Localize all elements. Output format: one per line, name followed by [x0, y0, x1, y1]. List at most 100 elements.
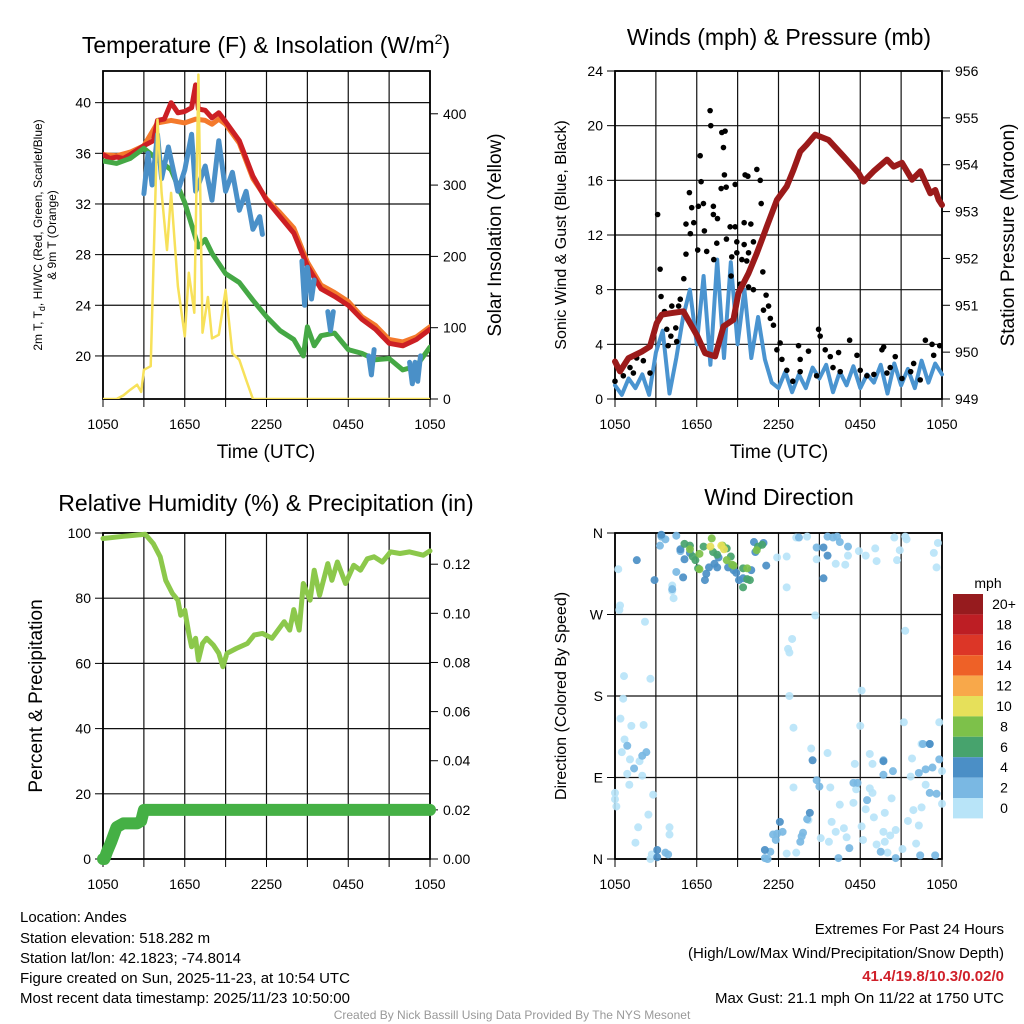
humidity-panel-title: Relative Humidity (%) & Precipitation (i… — [58, 490, 473, 516]
gust-point — [864, 372, 870, 379]
x-tick-label: 1050 — [87, 416, 118, 432]
gust-point — [701, 228, 708, 234]
wind-direction-point — [762, 561, 771, 570]
wind-direction-point — [695, 565, 704, 574]
credit-text: Created By Nick Bassill Using Data Provi… — [334, 1008, 691, 1022]
temperature-panel-title: Temperature (F) & Insolation (W/m2) — [82, 31, 450, 58]
wind-direction-point — [653, 845, 662, 854]
wind-direction-point — [868, 759, 877, 768]
wind-direction-point — [935, 718, 944, 727]
right-y-tick-label: 0.00 — [443, 851, 470, 867]
wind-direction-point — [782, 583, 791, 592]
x-tick-label: 1050 — [599, 416, 630, 432]
wind-direction-point — [865, 784, 874, 793]
y-tick-label: 24 — [75, 297, 91, 313]
gust-point — [922, 337, 929, 344]
wind-direction-point — [743, 564, 752, 573]
gust-point — [727, 224, 733, 230]
gust-point — [830, 364, 836, 371]
wind-direction-point — [620, 735, 629, 744]
winds-ylabel: Sonic Wind & Gust (Blue, Black) — [553, 120, 570, 349]
wind-direction-point — [638, 771, 647, 780]
y-tick-label: 8 — [595, 282, 603, 298]
wind-direction-point — [921, 765, 930, 774]
gust-point — [654, 211, 661, 218]
wind-direction-point — [646, 674, 655, 683]
wind-direction-point — [938, 767, 946, 776]
winds-panel-title: Winds (mph) & Pressure (mb) — [627, 24, 931, 50]
wind-direction-point — [895, 546, 904, 555]
extremes-info: Extremes For Past 24 Hours (High/Low/Max… — [688, 921, 1004, 1007]
wind-direction-point — [871, 544, 880, 553]
right-y-tick-label: 950 — [955, 344, 979, 360]
gust-point — [835, 349, 842, 356]
x-tick-label: 2250 — [763, 416, 794, 432]
wind-direction-point — [680, 555, 689, 564]
wind-direction-point — [644, 810, 653, 819]
wind-direction-point — [827, 817, 836, 826]
recent-timestamp-text: Most recent data timestamp: 2025/11/23 1… — [20, 990, 350, 1007]
wind-direction-point — [642, 748, 651, 757]
series-2m-temperature-line — [103, 82, 430, 349]
x-tick-label: 1050 — [87, 876, 118, 892]
wind-direction-point — [796, 837, 805, 846]
wind-direction-point — [615, 605, 624, 614]
right-y-tick-label: 200 — [443, 248, 467, 264]
colorbar-swatch — [953, 736, 983, 758]
gust-point — [620, 372, 627, 379]
wind-direction-point — [852, 785, 861, 794]
wind-direction-point — [850, 759, 859, 768]
wind-direction-point — [695, 549, 704, 558]
series-hi-wc-line — [407, 353, 423, 387]
wind-direction-point — [893, 556, 902, 565]
station-info: Location: Andes Station elevation: 518.2… — [20, 909, 350, 1007]
wind-direction-point — [799, 828, 808, 837]
y-tick-label: 24 — [587, 63, 603, 79]
wind-direction-point — [856, 721, 865, 730]
series-station-pressure-line — [612, 131, 945, 375]
y-tick-label: 16 — [587, 172, 603, 188]
wind-direction-point — [815, 782, 824, 791]
wind-direction-point — [782, 849, 791, 858]
gust-point — [790, 378, 796, 385]
wind-direction-point — [665, 823, 674, 832]
wind-direction-point — [614, 565, 623, 574]
gust-point — [767, 315, 774, 322]
wind-direction-point — [872, 840, 881, 849]
wind-direction-point — [909, 806, 918, 815]
wind-direction-point — [819, 574, 828, 583]
right-y-tick-label: 0.12 — [443, 556, 470, 572]
wind-direction-point — [700, 576, 709, 585]
colorbar-label: 14 — [996, 657, 1012, 673]
colorbar-swatch — [953, 757, 983, 778]
right-y-tick-label: 0.10 — [443, 605, 470, 621]
series-hi-wc-line — [325, 309, 336, 334]
winds-chart: 0 4 8 12 16 20 24 949 950 951 952 953 954 955 956 1050 1… — [587, 63, 978, 432]
gust-point — [707, 107, 713, 114]
wind-direction-point — [763, 855, 772, 863]
gust-point — [817, 333, 823, 339]
wind-direction-point — [789, 783, 798, 792]
series-sonic-wind-line — [613, 257, 944, 397]
wind-direction-point — [650, 576, 659, 585]
x-tick-label: 0450 — [845, 416, 876, 432]
wind-direction-point — [655, 541, 664, 550]
wind-direction-point — [890, 533, 899, 542]
x-tick-label: 1050 — [599, 876, 630, 892]
gust-point — [723, 236, 730, 242]
wind-direction-point — [865, 749, 874, 758]
wind-direction-point — [639, 720, 648, 729]
wind-direction-point — [843, 551, 852, 560]
series-hi-wc-line — [366, 347, 377, 378]
wind-direction-point — [845, 844, 854, 853]
plot-frame — [614, 70, 943, 400]
gust-point — [707, 122, 714, 129]
y-tick-label: W — [590, 607, 604, 623]
humidity-chart: 0 20 40 60 80 100 0.00 0.02 0.04 0.06 0.08 0.10 0.12… — [68, 525, 471, 892]
wind-direction-point — [929, 548, 938, 557]
gust-point — [745, 173, 751, 180]
wind-direction-point — [782, 552, 791, 561]
wind-direction-point — [935, 755, 944, 764]
max-gust-text: Max Gust: 21.1 mph On 11/22 at 1750 UTC — [715, 990, 1004, 1007]
